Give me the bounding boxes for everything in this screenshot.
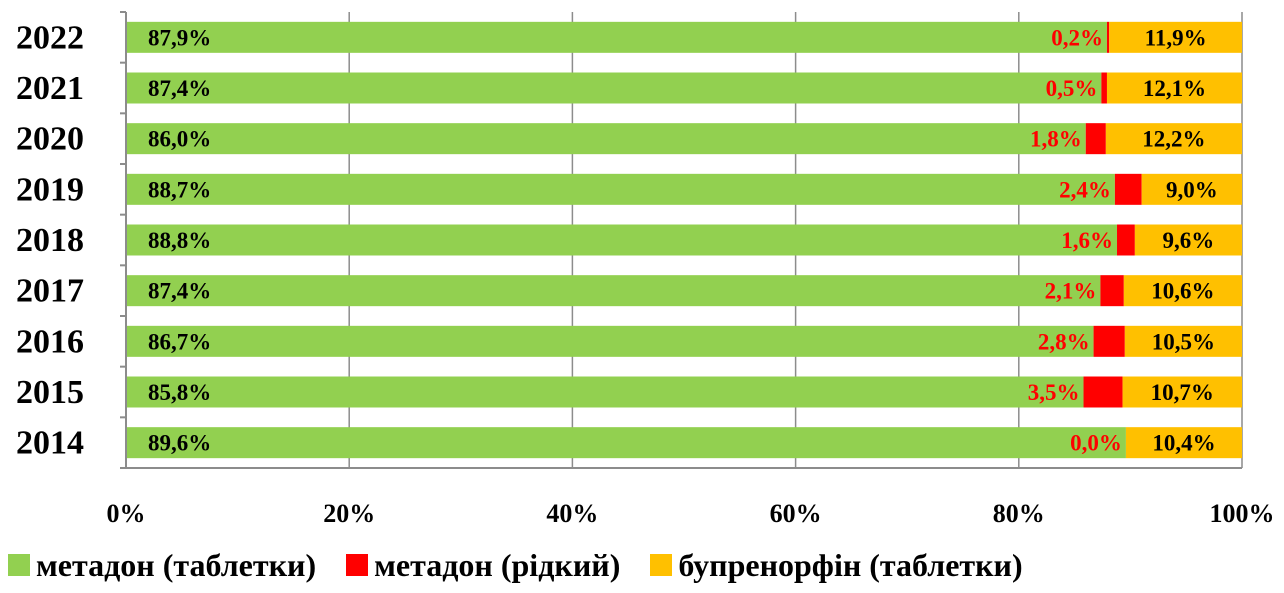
data-label: 87,4% <box>148 279 211 304</box>
data-label: 88,7% <box>148 177 211 202</box>
legend: метадон (таблетки) метадон (рідкий) бупрен… <box>8 545 1278 585</box>
data-label: 10,6% <box>1151 279 1214 304</box>
x-tick-label: 100% <box>1210 499 1275 528</box>
data-label: 11,9% <box>1145 25 1207 50</box>
bar-segment <box>126 325 1094 357</box>
legend-label: метадон (таблетки) <box>36 546 317 583</box>
legend-swatch <box>346 554 369 576</box>
bar-segment <box>1106 21 1110 53</box>
legend-swatch <box>650 554 673 576</box>
data-label: 9,0% <box>1166 177 1218 202</box>
x-tick-label: 40% <box>546 499 598 528</box>
data-label: 10,4% <box>1152 431 1215 456</box>
bar-segment <box>1109 21 1242 53</box>
y-category-label: 2018 <box>16 222 84 259</box>
bar-segment <box>1124 325 1242 357</box>
bar-segment <box>1122 376 1242 408</box>
data-label: 2,1% <box>1045 279 1097 304</box>
bar-segment <box>1114 173 1142 205</box>
bar-segment <box>1093 325 1125 357</box>
y-category-label: 2022 <box>16 19 84 56</box>
bar-segment <box>1117 224 1135 256</box>
y-category-label: 2015 <box>16 374 84 411</box>
bar-segment <box>1083 376 1123 408</box>
data-label: 87,9% <box>148 25 211 50</box>
legend-label: бупренорфін (таблетки) <box>678 546 1023 583</box>
data-label: 1,6% <box>1061 228 1113 253</box>
y-category-label: 2014 <box>16 425 84 462</box>
data-label: 0,2% <box>1051 25 1103 50</box>
data-label: 0,5% <box>1046 76 1098 101</box>
data-label: 2,8% <box>1038 329 1090 354</box>
y-category-label: 2021 <box>16 70 84 107</box>
bar-segment <box>126 224 1118 256</box>
bar-segment <box>1134 224 1242 256</box>
legend-item: метадон (таблетки) <box>8 547 316 584</box>
x-tick-label: 80% <box>993 499 1045 528</box>
bar-segment <box>126 21 1107 53</box>
data-label: 86,7% <box>148 329 211 354</box>
data-label: 10,5% <box>1152 329 1215 354</box>
bar-segment <box>1141 173 1242 205</box>
legend-item: метадон (рідкий) <box>346 547 620 584</box>
bar-segment <box>126 72 1102 104</box>
data-label: 1,8% <box>1030 127 1082 152</box>
y-category-label: 2020 <box>16 121 84 158</box>
data-label: 87,4% <box>148 76 211 101</box>
x-tick-label: 0% <box>107 499 146 528</box>
bar-segment <box>1123 275 1242 307</box>
y-category-label: 2019 <box>16 171 84 208</box>
axes: 0% 20% 40% 60% 80% 100% 2022 2021 2020 2019 2018 20… <box>16 11 1275 528</box>
data-label: 10,7% <box>1151 380 1214 405</box>
bar-segment <box>126 123 1086 155</box>
bar-segment <box>1125 427 1242 459</box>
data-label: 12,2% <box>1142 127 1205 152</box>
bar-segment <box>126 173 1115 205</box>
data-label: 88,8% <box>148 228 211 253</box>
legend-label: метадон (рідкий) <box>374 546 621 583</box>
bar-segment <box>126 427 1126 459</box>
stacked-bar-chart: 0% 20% 40% 60% 80% 100% 2022 2021 2020 2019 2018 20… <box>16 11 1275 528</box>
bars <box>126 21 1242 459</box>
data-label: 0,0% <box>1070 431 1122 456</box>
x-tick-label: 20% <box>323 499 375 528</box>
data-label: 3,5% <box>1028 380 1080 405</box>
legend-swatch <box>8 554 30 576</box>
bar-segment <box>1085 123 1106 155</box>
data-label: 12,1% <box>1143 76 1206 101</box>
data-label: 89,6% <box>148 431 211 456</box>
y-category-label: 2017 <box>16 273 84 310</box>
bar-segment <box>126 275 1101 307</box>
y-category-label: 2016 <box>16 323 84 360</box>
bar-segment <box>1105 123 1242 155</box>
data-label: 86,0% <box>148 127 211 152</box>
data-label: 2,4% <box>1059 177 1111 202</box>
labels: 87,9% 0,2% 11,9% 87,4% 0,5% 12,1% 86,0% 1,8% 12,… <box>148 25 1218 455</box>
bar-segment <box>126 376 1084 408</box>
bar-segment <box>1106 72 1242 104</box>
x-tick-label: 60% <box>770 499 822 528</box>
data-label: 9,6% <box>1163 228 1215 253</box>
data-label: 85,8% <box>148 380 211 405</box>
bar-segment <box>1101 72 1107 104</box>
bar-segment <box>1100 275 1124 307</box>
legend-item: бупренорфін (таблетки) <box>650 546 1023 584</box>
